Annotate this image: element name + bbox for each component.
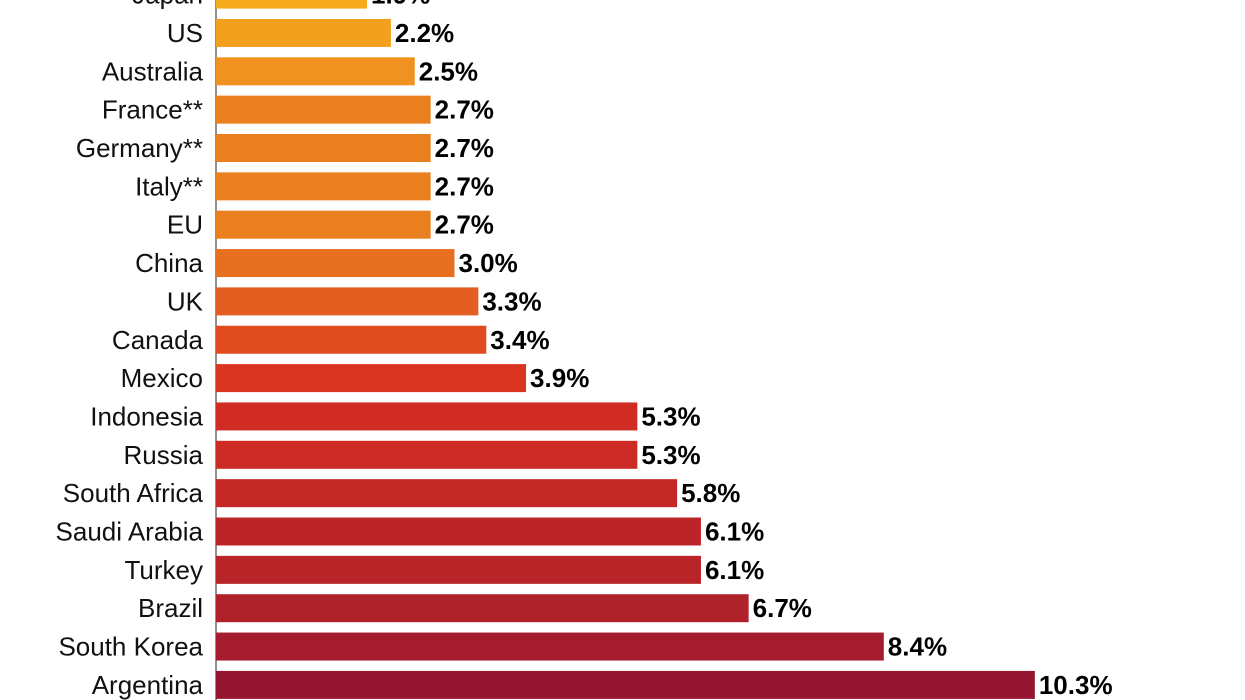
value-label: 3.4% [490, 325, 549, 355]
bar [216, 18, 391, 47]
value-label: 3.0% [459, 248, 518, 278]
bar [216, 95, 431, 124]
category-label: South Korea [58, 632, 203, 662]
category-label: Brazil [138, 593, 203, 623]
bar [216, 325, 487, 354]
category-label: Turkey [125, 555, 204, 585]
bar [216, 402, 638, 431]
value-label: 2.5% [419, 56, 478, 86]
value-label: 1.9% [371, 0, 430, 10]
bar [216, 632, 884, 661]
bar [216, 594, 749, 623]
category-label: Saudi Arabia [56, 517, 204, 547]
value-label: 6.1% [705, 555, 764, 585]
category-label: Argentina [92, 670, 204, 700]
value-label: 2.7% [435, 210, 494, 240]
value-label: 2.7% [435, 171, 494, 201]
value-label: 6.1% [705, 517, 764, 547]
value-label: 5.8% [681, 478, 740, 508]
category-label: South Africa [63, 478, 204, 508]
value-label: 2.7% [435, 133, 494, 163]
value-label: 8.4% [888, 632, 947, 662]
category-label: Australia [102, 56, 204, 86]
bar [216, 172, 431, 201]
value-label: 5.3% [641, 440, 700, 470]
category-label: Germany** [76, 133, 203, 163]
value-label: 2.7% [435, 95, 494, 125]
category-label: UK [167, 286, 204, 316]
bar [216, 249, 455, 278]
category-label: Italy** [135, 171, 203, 201]
category-label: China [135, 248, 203, 278]
bar [216, 57, 415, 86]
category-label: EU [167, 210, 203, 240]
bar [216, 517, 701, 546]
bar [216, 287, 479, 316]
category-label: France** [102, 95, 203, 125]
category-label: Russia [124, 440, 204, 470]
category-label: Japan [132, 0, 203, 10]
value-label: 5.3% [641, 401, 700, 431]
bar [216, 210, 431, 239]
bar [216, 440, 638, 469]
value-label: 6.7% [753, 593, 812, 623]
category-label: US [167, 18, 203, 48]
bar [216, 555, 701, 584]
bar [216, 670, 1035, 699]
category-label: Mexico [121, 363, 203, 393]
category-label: Canada [112, 325, 204, 355]
value-label: 3.3% [482, 286, 541, 316]
value-label: 2.2% [395, 18, 454, 48]
bar [216, 134, 431, 162]
bar [216, 364, 527, 393]
bar [216, 479, 678, 508]
bar [216, 0, 368, 9]
category-label: Indonesia [90, 401, 203, 431]
value-label: 10.3% [1039, 670, 1113, 700]
value-label: 3.9% [530, 363, 589, 393]
